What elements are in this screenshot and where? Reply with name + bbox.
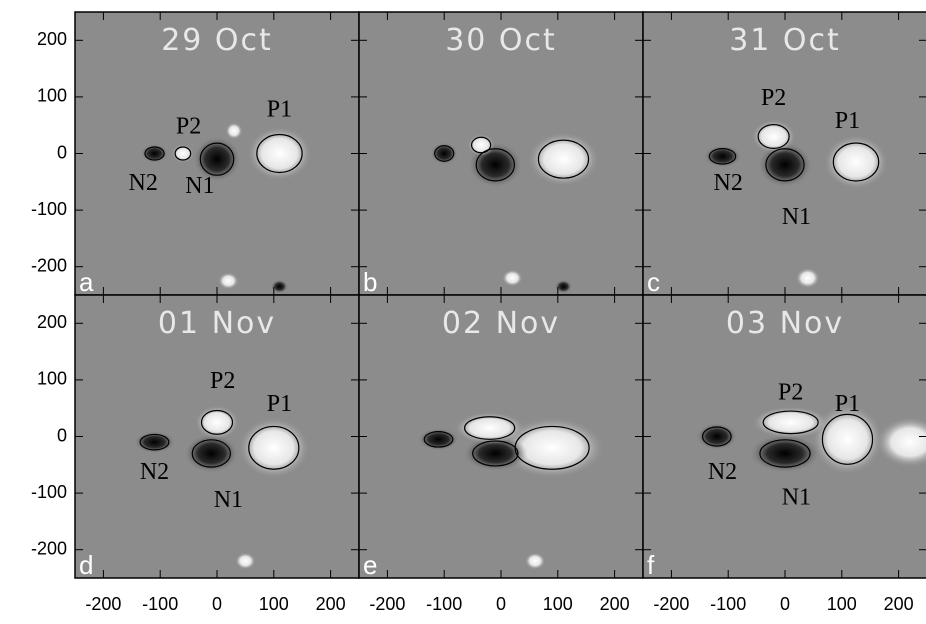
region-label: P2 (210, 368, 235, 394)
region-label: P1 (267, 97, 292, 123)
panel-letter: f (647, 550, 655, 580)
x-tick-label: 100 (543, 594, 573, 614)
y-tick-label: 200 (37, 312, 67, 332)
panel: 02 Nov e (359, 295, 643, 580)
panel: 31 Oct c P1 P2 N1 N2 (643, 12, 926, 297)
region-label: N2 (128, 170, 157, 196)
x-tick-label: -200 (85, 594, 121, 614)
panel: 01 Nov d P1 P2 N1 N2 (75, 295, 359, 580)
x-tick-label: -100 (710, 594, 746, 614)
panel-letter: d (79, 550, 93, 580)
panel-letter: b (363, 267, 377, 297)
region-label: N2 (708, 459, 737, 485)
panel: 29 Oct a P1 P2 N1 N2 (75, 12, 359, 297)
figure: 29 Oct a P1 P2 N1 N2 -200 -100 0 100 200 30 Oct b 31 … (0, 0, 926, 624)
panel-letter: c (647, 267, 660, 297)
y-tick-label: 0 (57, 425, 67, 445)
y-tick-label: -200 (31, 255, 67, 275)
panel-title: 30 Oct (445, 23, 557, 58)
x-tick-label: 200 (884, 594, 914, 614)
region-label: N1 (782, 204, 811, 230)
polarity-blob (502, 270, 522, 287)
x-tick-label: 0 (780, 594, 790, 614)
polarity-blob (796, 268, 820, 288)
panel-title: 29 Oct (161, 23, 273, 58)
region-label: P1 (835, 108, 860, 134)
x-tick-label: -200 (653, 594, 689, 614)
panel: 03 Nov f P1 P2 N1 N2 (643, 295, 926, 580)
panel-letter: a (79, 267, 94, 297)
panel-letter: e (363, 550, 377, 580)
x-tick-label: 0 (496, 594, 506, 614)
x-tick-label: 200 (600, 594, 630, 614)
y-tick-label: 100 (37, 369, 67, 389)
x-tick-label: -100 (426, 594, 462, 614)
x-tick-label: -100 (142, 594, 178, 614)
polarity-blob (525, 553, 545, 570)
region-label: P1 (267, 391, 292, 417)
panel-title: 31 Oct (729, 23, 841, 58)
x-tick-label: -200 (369, 594, 405, 614)
y-tick-label: -200 (31, 538, 67, 558)
x-tick-label: 200 (316, 594, 346, 614)
x-tick-label: 0 (212, 594, 222, 614)
x-tick-label: 100 (259, 594, 289, 614)
region-label: N1 (185, 173, 214, 199)
y-tick-label: 100 (37, 86, 67, 106)
polarity-blob (226, 122, 243, 139)
region-label: P2 (778, 380, 803, 406)
polarity-blob (218, 272, 238, 289)
panel: 30 Oct b (359, 12, 643, 297)
polarity-blob (235, 553, 255, 570)
region-label: P2 (176, 114, 201, 140)
panel-title: 02 Nov (442, 306, 560, 341)
region-label: N1 (782, 484, 811, 510)
region-label: N2 (140, 459, 169, 485)
region-label: P1 (835, 391, 860, 417)
panel-title: 03 Nov (726, 306, 844, 341)
y-tick-label: 200 (37, 29, 67, 49)
y-tick-label: -100 (31, 482, 67, 502)
region-label: P2 (761, 85, 786, 111)
x-tick-label: 100 (827, 594, 857, 614)
region-label: N2 (714, 170, 743, 196)
panel-title: 01 Nov (158, 306, 276, 341)
y-tick-label: 0 (57, 142, 67, 162)
y-tick-label: -100 (31, 199, 67, 219)
region-label: N1 (214, 487, 243, 513)
